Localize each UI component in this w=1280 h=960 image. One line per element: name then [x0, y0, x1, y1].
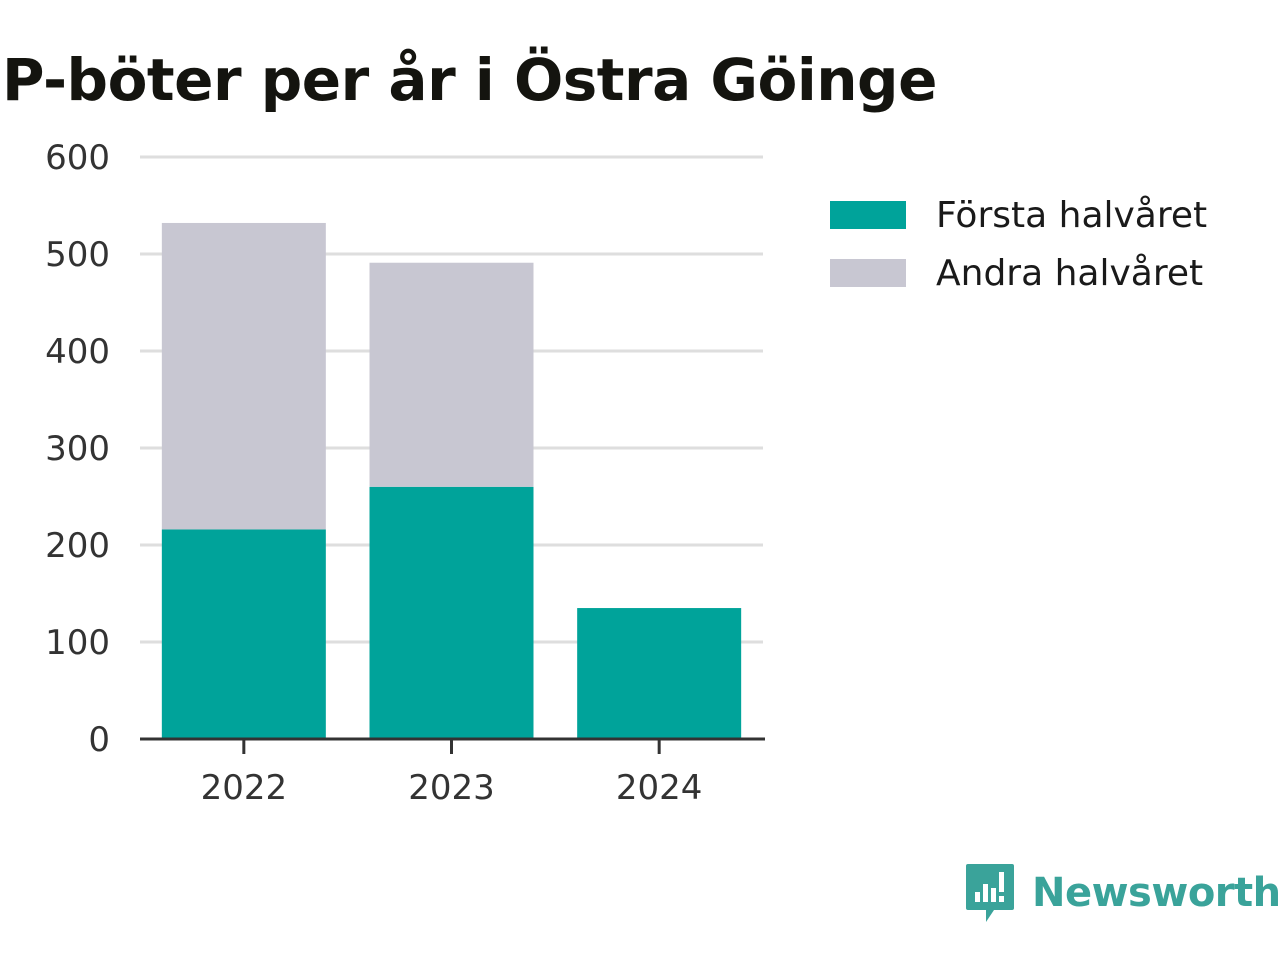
y-tick-label-400: 400	[45, 332, 110, 372]
bar-2022-series-1	[161, 222, 326, 530]
bar-2022-series-0	[161, 529, 326, 739]
y-tick-label-300: 300	[45, 429, 110, 469]
legend-swatch-first-half	[830, 201, 906, 229]
bars	[161, 222, 742, 739]
y-tick-label-200: 200	[45, 526, 110, 566]
bar-2024-series-0	[577, 608, 742, 739]
brand-logo: Newsworthy	[964, 862, 1280, 924]
y-tick-label-0: 0	[88, 720, 110, 760]
brand-label: Newsworthy	[1032, 870, 1280, 916]
legend-item-first-half: Första halvåret	[830, 186, 1207, 244]
legend-item-second-half: Andra halvåret	[830, 244, 1207, 302]
y-tick-label-500: 500	[45, 235, 110, 275]
y-tick-label-600: 600	[45, 138, 110, 178]
legend-label-first-half: Första halvåret	[936, 194, 1208, 236]
bar-2023-series-1	[369, 262, 534, 487]
x-axis: 2022 2023 2024	[140, 737, 765, 808]
y-tick-label-100: 100	[45, 623, 110, 663]
x-tick-label-2024: 2024	[616, 768, 703, 808]
bar-2023-series-0	[369, 486, 534, 739]
chart-title: P-böter per år i Östra Göinge	[2, 46, 937, 114]
y-axis-ticks: 0 100 200 300 400 500 600	[45, 138, 110, 760]
x-tick-label-2022: 2022	[201, 768, 288, 808]
legend-label-second-half: Andra halvåret	[936, 252, 1204, 294]
newsworthy-logo-icon	[966, 864, 1014, 922]
legend: Första halvåret Andra halvåret	[830, 186, 1207, 302]
legend-swatch-second-half	[830, 259, 906, 287]
x-tick-label-2023: 2023	[408, 768, 495, 808]
